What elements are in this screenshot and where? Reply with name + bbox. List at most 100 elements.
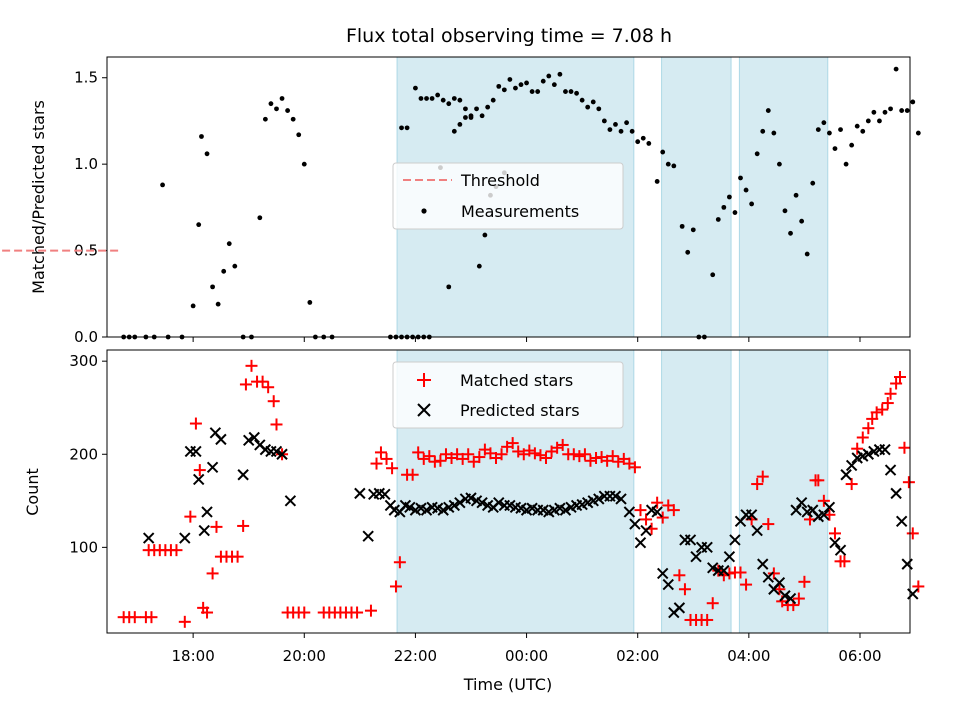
- measurement-point: [204, 151, 210, 157]
- matched-star-point: [573, 450, 586, 463]
- predicted-star-point: [723, 550, 736, 563]
- matched-star-point: [170, 544, 183, 557]
- matched-star-point: [751, 478, 764, 491]
- bottom-axes-frame: [106, 349, 911, 634]
- matched-star-point: [656, 511, 669, 524]
- measurement-point: [654, 179, 660, 184]
- measurement-point: [479, 113, 485, 119]
- matched-star-point: [351, 606, 364, 619]
- matched-star-point: [817, 494, 830, 507]
- matched-star-point: [906, 527, 919, 540]
- predicted-star-point: [901, 558, 913, 570]
- measurement-point: [882, 109, 888, 115]
- matched-star-point: [678, 583, 691, 596]
- measurement-point: [446, 284, 452, 290]
- measurement-point: [451, 128, 457, 134]
- measurement-point: [446, 101, 452, 107]
- measurement-point: [485, 104, 491, 110]
- measurement-point: [482, 232, 488, 238]
- measurement-point: [788, 230, 793, 236]
- matched-star-point: [540, 451, 553, 464]
- measurement-point: [268, 101, 274, 107]
- bottom-y-axis-label: Count: [23, 468, 42, 516]
- predicted-star-point: [751, 524, 763, 537]
- predicted-star-point: [890, 487, 902, 500]
- predicted-star-point: [673, 602, 686, 614]
- matched-star-point: [767, 567, 780, 580]
- matched-star-point: [812, 474, 825, 487]
- measurement-point: [529, 89, 535, 94]
- predicted-star-point: [192, 473, 205, 486]
- measurement-point: [210, 284, 215, 290]
- measurement-point: [496, 83, 502, 89]
- matched-star-point: [393, 556, 406, 569]
- measurement-point: [738, 175, 743, 181]
- matched-star-point: [506, 437, 519, 450]
- measurement-point: [429, 96, 435, 101]
- matched-star-point: [128, 611, 141, 624]
- measurement-point: [915, 130, 921, 136]
- predicted-star-point: [879, 443, 891, 456]
- predicted-star-point: [493, 496, 505, 509]
- measurement-point: [301, 161, 307, 167]
- matched-star-point: [256, 375, 269, 388]
- matched-star-point: [389, 580, 402, 593]
- measurement-point: [518, 82, 524, 88]
- measurement-point: [590, 99, 596, 105]
- matched-star-point: [701, 613, 714, 626]
- predicted-star-point: [840, 469, 852, 481]
- matched-star-point: [876, 403, 889, 416]
- matched-star-point: [145, 611, 158, 624]
- predicted-star-point: [701, 541, 713, 554]
- predicted-star-point: [623, 506, 636, 518]
- measurement-point: [596, 106, 602, 112]
- matched-star-point: [667, 504, 680, 517]
- measurement-point: [568, 89, 574, 94]
- matched-star-point: [267, 395, 280, 408]
- matched-star-point: [178, 615, 191, 628]
- bottom-legend: Matched stars Predicted stars: [392, 361, 624, 429]
- legend-matched-label: Matched stars: [460, 371, 573, 390]
- measurement-point: [601, 118, 607, 124]
- matched-star-point: [845, 478, 858, 491]
- predicted-star-point: [476, 496, 488, 509]
- predicted-star-point: [829, 536, 841, 549]
- measurement-point: [190, 303, 196, 309]
- measurement-point: [574, 90, 579, 96]
- observing-interval: [738, 56, 829, 338]
- measurement-point: [307, 300, 313, 305]
- measurement-point: [782, 208, 788, 214]
- matched-star-point: [380, 452, 393, 465]
- measurement-point: [435, 92, 441, 98]
- predicted-star-point: [729, 534, 741, 546]
- predicted-star-point: [420, 504, 433, 516]
- matched-star-point: [462, 448, 475, 461]
- matched-star-point: [898, 441, 911, 454]
- predicted-star-point: [215, 433, 227, 446]
- predicted-star-point: [354, 487, 366, 500]
- bottom-panel: 18:00 20:00 22:00 00:00 02:00 04:00 06:00 100 20…: [23, 349, 925, 694]
- legend-matched-swatch: [417, 373, 431, 387]
- matched-star-point: [206, 567, 219, 580]
- matched-star-point: [262, 381, 275, 394]
- predicted-star-point: [379, 488, 391, 500]
- measurement-point: [463, 115, 468, 120]
- predicted-star-point: [895, 515, 908, 527]
- legend-measurements-swatch: [421, 208, 427, 214]
- legend-threshold-label: Threshold: [460, 171, 540, 190]
- measurement-point: [501, 87, 507, 93]
- measurement-point: [877, 118, 882, 124]
- matched-star-point: [231, 550, 244, 563]
- predicted-star-point: [745, 509, 758, 521]
- measurement-point: [399, 125, 404, 131]
- predicted-star-point: [834, 544, 847, 556]
- measurement-point: [613, 122, 618, 127]
- predicted-star-point: [198, 524, 210, 537]
- measurement-point: [838, 127, 843, 132]
- measurement-point: [257, 215, 263, 221]
- matched-star-point: [364, 604, 377, 617]
- y-tick-label: 300: [69, 352, 98, 370]
- predicted-star-point: [284, 495, 297, 507]
- measurement-point: [665, 161, 671, 167]
